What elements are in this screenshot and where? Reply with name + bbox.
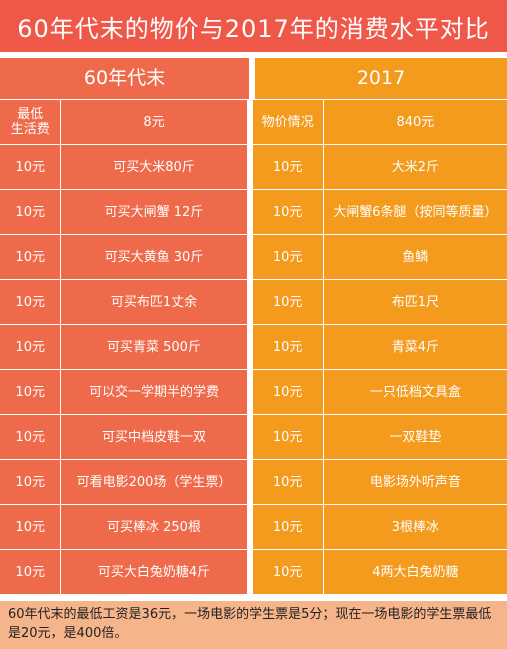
price-cell-2017: 10元 [252, 325, 324, 369]
price-cell-60s: 10元 [0, 370, 62, 414]
price-cell-60s: 10元 [0, 460, 62, 504]
purchase-cell-2017: 鱼鳞 [323, 235, 507, 279]
price-cell-60s: 10元 [0, 415, 62, 459]
purchase-cell-2017: 一双鞋垫 [323, 415, 507, 459]
purchase-cell-60s: 8元 [61, 100, 248, 144]
column-divider [247, 325, 253, 369]
purchase-cell-2017: 3根棒冰 [323, 505, 507, 549]
table-row: 10元 可买青菜 500斤 10元 青菜4斤 [0, 325, 507, 370]
table-row: 最低 生活费 8元 物价情况 840元 [0, 100, 507, 145]
price-cell-2017: 10元 [252, 550, 324, 594]
price-cell-60s: 10元 [0, 505, 62, 549]
price-cell-60s: 最低 生活费 [0, 100, 62, 144]
purchase-cell-2017: 一只低档文具盒 [323, 370, 507, 414]
column-divider [247, 505, 253, 549]
table-row: 10元 可买大米80斤 10元 大米2斤 [0, 145, 507, 190]
column-divider [247, 145, 253, 189]
purchase-cell-2017: 电影场外听声音 [323, 460, 507, 504]
purchase-cell-60s: 可买大黄鱼 30斤 [61, 235, 248, 279]
table-row: 10元 可买中档皮鞋一双 10元 一双鞋垫 [0, 415, 507, 460]
page-title: 60年代末的物价与2017年的消费水平对比 [0, 0, 507, 52]
table-row: 10元 可买大黄鱼 30斤 10元 鱼鳞 [0, 235, 507, 280]
purchase-cell-60s: 可以交一学期半的学费 [61, 370, 248, 414]
purchase-cell-2017: 青菜4斤 [323, 325, 507, 369]
price-cell-2017: 物价情况 [252, 100, 324, 144]
price-cell-2017: 10元 [252, 505, 324, 549]
price-cell-60s: 10元 [0, 280, 62, 324]
column-divider [247, 190, 253, 234]
column-divider [247, 415, 253, 459]
comparison-table: 60年代末 2017 最低 生活费 8元 物价情况 840元 10元 可买大米80斤 10元… [0, 58, 507, 595]
price-cell-2017: 10元 [252, 190, 324, 234]
price-cell-60s: 10元 [0, 145, 62, 189]
purchase-cell-60s: 可买中档皮鞋一双 [61, 415, 248, 459]
table-header-row: 60年代末 2017 [0, 58, 507, 100]
column-divider [247, 460, 253, 504]
price-cell-60s: 10元 [0, 550, 62, 594]
price-cell-60s: 10元 [0, 325, 62, 369]
column-divider [247, 370, 253, 414]
table-row: 10元 可买大白兔奶糖4斤 10元 4两大白兔奶糖 [0, 550, 507, 595]
price-cell-2017: 10元 [252, 415, 324, 459]
column-divider [247, 100, 253, 144]
purchase-cell-2017: 4两大白兔奶糖 [323, 550, 507, 594]
column-divider [247, 235, 253, 279]
price-cell-2017: 10元 [252, 460, 324, 504]
purchase-cell-60s: 可买大米80斤 [61, 145, 248, 189]
table-row: 10元 可买大闸蟹 12斤 10元 大闸蟹6条腿（按同等质量） [0, 190, 507, 235]
header-right: 2017 [255, 58, 507, 99]
price-cell-2017: 10元 [252, 370, 324, 414]
column-divider [250, 58, 255, 99]
table-row: 10元 可买棒冰 250根 10元 3根棒冰 [0, 505, 507, 550]
purchase-cell-60s: 可买青菜 500斤 [61, 325, 248, 369]
table-body: 最低 生活费 8元 物价情况 840元 10元 可买大米80斤 10元 大米2斤 10元 可买大闸… [0, 100, 507, 595]
column-divider [247, 550, 253, 594]
price-cell-60s: 10元 [0, 235, 62, 279]
purchase-cell-2017: 大闸蟹6条腿（按同等质量） [323, 190, 507, 234]
purchase-cell-2017: 布匹1尺 [323, 280, 507, 324]
price-cell-60s: 10元 [0, 190, 62, 234]
column-divider [247, 280, 253, 324]
table-row: 10元 可买布匹1丈余 10元 布匹1尺 [0, 280, 507, 325]
purchase-cell-2017: 840元 [323, 100, 507, 144]
table-row: 10元 可看电影200场（学生票） 10元 电影场外听声音 [0, 460, 507, 505]
purchase-cell-60s: 可买大白兔奶糖4斤 [61, 550, 248, 594]
purchase-cell-2017: 大米2斤 [323, 145, 507, 189]
purchase-cell-60s: 可买布匹1丈余 [61, 280, 248, 324]
header-left: 60年代末 [0, 58, 250, 99]
price-cell-2017: 10元 [252, 235, 324, 279]
purchase-cell-60s: 可买大闸蟹 12斤 [61, 190, 248, 234]
purchase-cell-60s: 可买棒冰 250根 [61, 505, 248, 549]
purchase-cell-60s: 可看电影200场（学生票） [61, 460, 248, 504]
price-cell-2017: 10元 [252, 280, 324, 324]
footer-note: 60年代末的最低工资是36元，一场电影的学生票是5分；现在一场电影的学生票最低是… [0, 601, 507, 649]
price-cell-2017: 10元 [252, 145, 324, 189]
table-row: 10元 可以交一学期半的学费 10元 一只低档文具盒 [0, 370, 507, 415]
